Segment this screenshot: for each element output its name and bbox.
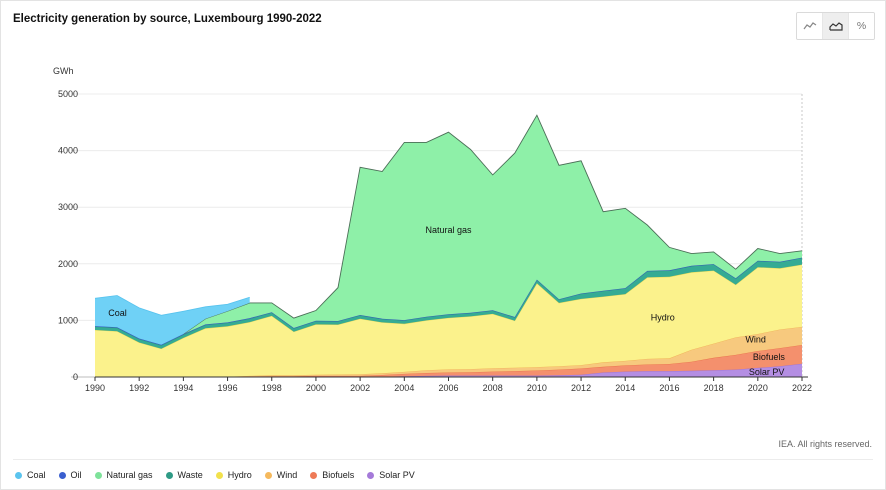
y-axis-label: GWh xyxy=(53,66,74,76)
legend-swatch xyxy=(215,471,223,479)
legend-swatch xyxy=(94,471,102,479)
x-tick-label: 2018 xyxy=(704,383,724,393)
x-tick-label: 2014 xyxy=(615,383,635,393)
legend-swatch xyxy=(58,471,66,479)
area-edge-natural-gas xyxy=(183,114,803,335)
area-labels: Natural gas Coal Hydro Wind Biofuels Solar PV xyxy=(108,225,785,377)
legend-item-coal[interactable]: Coal xyxy=(15,470,46,480)
x-tick-label: 1990 xyxy=(85,383,105,393)
area-label: Solar PV xyxy=(749,367,785,377)
legend-swatch xyxy=(264,471,272,479)
legend-item-natural-gas[interactable]: Natural gas xyxy=(94,470,153,480)
y-tick-label: 1000 xyxy=(58,315,78,325)
x-tick-label: 1998 xyxy=(262,383,282,393)
chart-type-toolbar: % xyxy=(796,12,875,40)
legend-swatch xyxy=(310,471,318,479)
legend-label: Solar PV xyxy=(379,470,415,480)
x-tick-label: 2004 xyxy=(394,383,414,393)
y-tick-label: 5000 xyxy=(58,89,78,99)
x-tick-label: 2006 xyxy=(438,383,458,393)
chart-title: Electricity generation by source, Luxemb… xyxy=(13,13,322,25)
credit-text: IEA. All rights reserved. xyxy=(778,439,872,449)
legend-label: Biofuels xyxy=(322,470,355,480)
x-tick-label: 2010 xyxy=(527,383,547,393)
area-label: Biofuels xyxy=(753,352,786,362)
y-tick-label: 3000 xyxy=(58,202,78,212)
legend-label: Hydro xyxy=(227,470,252,480)
x-tick-label: 1992 xyxy=(129,383,149,393)
x-tick-label: 2022 xyxy=(792,383,812,393)
area-edge-coal xyxy=(94,295,250,316)
area-coal xyxy=(95,295,250,345)
x-tick-label: 2008 xyxy=(483,383,503,393)
legend-item-hydro[interactable]: Hydro xyxy=(215,470,252,480)
legend-swatch xyxy=(367,471,375,479)
legend-item-waste[interactable]: Waste xyxy=(165,470,203,480)
x-tick-label: 2020 xyxy=(748,383,768,393)
area-hydro xyxy=(95,264,802,377)
legend-item-biofuels[interactable]: Biofuels xyxy=(310,470,354,480)
line-chart-icon xyxy=(803,22,816,30)
legend-label: Oil xyxy=(70,470,82,480)
legend-label: Waste xyxy=(177,470,203,480)
legend-item-oil[interactable]: Oil xyxy=(58,470,82,480)
area-label: Coal xyxy=(108,308,127,318)
line-chart-button[interactable] xyxy=(797,13,822,39)
y-tick-label: 4000 xyxy=(58,146,78,156)
series-areas xyxy=(94,114,803,378)
area-label: Hydro xyxy=(651,313,675,323)
area-solar-pv xyxy=(360,363,802,377)
percent-label: % xyxy=(856,20,867,32)
x-tick-label: 1996 xyxy=(218,383,238,393)
legend-swatch xyxy=(15,471,22,479)
area-label: Natural gas xyxy=(425,225,472,235)
legend-divider xyxy=(13,459,873,460)
area-biofuels xyxy=(227,345,803,377)
axes: 0 1000 2000 3000 4000 5000 1990 1992 1994 1996 199… xyxy=(58,89,812,393)
y-tick-label: 2000 xyxy=(58,259,78,269)
legend-label: Coal xyxy=(27,470,46,480)
legend: Coal Oil Natural gas Waste Hydro Wind Biofuels… xyxy=(15,470,428,480)
legend-item-wind[interactable]: Wind xyxy=(264,470,298,480)
legend-item-solar-pv[interactable]: Solar PV xyxy=(367,470,415,480)
legend-label: Wind xyxy=(276,470,298,480)
x-tick-label: 2016 xyxy=(659,383,679,393)
area-natural-gas xyxy=(183,115,802,334)
x-tick-label: 1994 xyxy=(173,383,193,393)
percent-chart-button[interactable]: % xyxy=(848,13,874,39)
area-label: Wind xyxy=(745,335,766,345)
y-tick-label: 0 xyxy=(73,372,78,382)
x-tick-label: 2012 xyxy=(571,383,591,393)
legend-swatch xyxy=(165,471,173,479)
area-chart-icon xyxy=(828,22,843,31)
legend-label: Natural gas xyxy=(106,470,153,480)
area-chart-button[interactable] xyxy=(822,13,848,39)
x-tick-label: 2000 xyxy=(306,383,326,393)
x-tick-label: 2002 xyxy=(350,383,370,393)
stacked-area-chart: 0 1000 2000 3000 4000 5000 1990 1992 1994 1996 199… xyxy=(53,66,812,393)
